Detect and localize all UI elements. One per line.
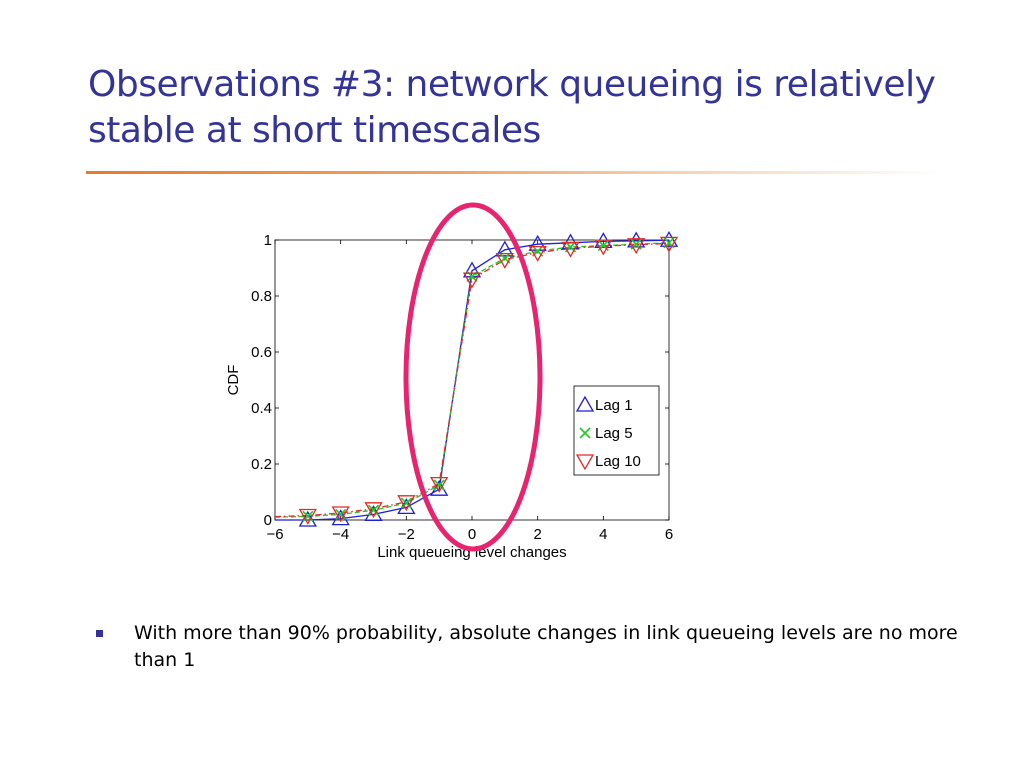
x-axis-label: Link queueing level changes — [377, 544, 566, 561]
slide-title: Observations #3: network queueing is rel… — [88, 64, 936, 151]
x-tick-label: 4 — [599, 526, 607, 543]
data-point-marker — [495, 252, 514, 269]
data-point-marker — [433, 479, 445, 491]
x-tick-label: −4 — [332, 526, 349, 543]
data-point-marker — [335, 508, 347, 520]
x-tick-label: 2 — [533, 526, 541, 543]
series-line-2 — [274, 242, 670, 518]
legend-marker — [579, 427, 591, 439]
x-tick-label: 6 — [665, 526, 673, 543]
y-tick-label: 0.2 — [251, 456, 272, 473]
data-point-marker — [627, 238, 646, 255]
data-point-marker — [659, 236, 679, 253]
legend-entry-label: Lag 1 — [595, 397, 633, 414]
chart-ticks: −6 −4 −2 0 2 4 6 0 0.2 0.4 0.6 0.8 1 — [251, 232, 673, 543]
y-tick-label: 0.8 — [251, 288, 272, 305]
y-tick-label: 0.6 — [251, 344, 272, 361]
series-line-3 — [274, 242, 670, 518]
x-tick-label: −6 — [266, 526, 283, 543]
legend-marker — [575, 454, 595, 471]
data-point-marker — [367, 504, 380, 516]
data-point-marker — [397, 495, 416, 512]
y-tick-label: 0 — [264, 512, 272, 529]
data-point-marker — [561, 241, 580, 258]
chart-legend: Lag 1 Lag 5 Lag 10 — [573, 385, 660, 476]
data-point-marker — [528, 245, 547, 262]
y-axis-label: CDF — [225, 365, 242, 396]
x-tick-label: 0 — [468, 526, 476, 543]
legend-marker — [575, 395, 595, 412]
y-tick-label: 0.4 — [251, 400, 272, 417]
title-divider — [86, 171, 946, 174]
data-point-marker — [302, 510, 314, 522]
data-point-marker — [400, 497, 412, 509]
bullet-text: With more than 90% probability, absolute… — [134, 622, 958, 671]
x-tick-label: −2 — [398, 526, 415, 543]
data-point-marker — [594, 239, 613, 256]
data-point-marker — [430, 476, 449, 493]
data-point-marker — [462, 272, 482, 289]
highlight-ellipse — [403, 202, 543, 552]
legend-entry-label: Lag 10 — [595, 453, 641, 470]
series-line-1 — [275, 239, 670, 521]
chart-axes: CDF Link queueing level changes — [225, 239, 670, 561]
bullet-list: With more than 90% probability, absolute… — [96, 620, 976, 674]
data-point-marker — [331, 506, 350, 523]
bullet-item: With more than 90% probability, absolute… — [96, 620, 976, 674]
data-point-marker — [298, 508, 317, 525]
chart-series — [274, 230, 679, 527]
y-tick-label: 1 — [264, 232, 272, 249]
data-point-marker — [298, 510, 317, 527]
data-point-marker — [495, 240, 514, 257]
legend-entry-label: Lag 5 — [595, 425, 633, 442]
square-bullet-icon — [96, 630, 103, 637]
data-point-marker — [397, 498, 416, 515]
data-point-marker — [364, 502, 383, 519]
